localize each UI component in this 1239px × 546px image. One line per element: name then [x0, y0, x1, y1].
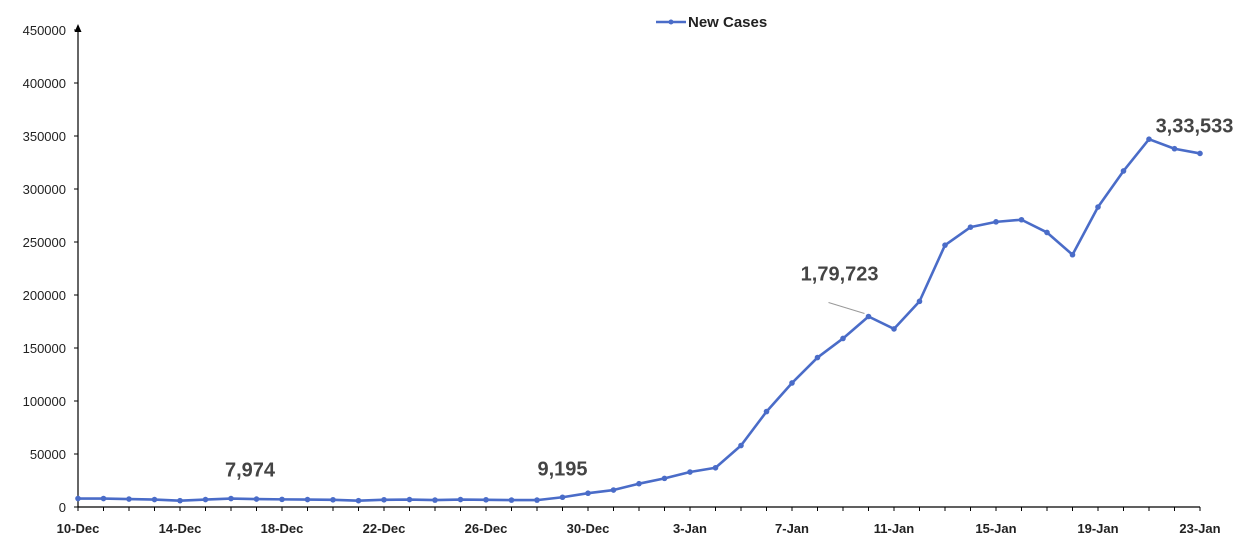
data-point [1044, 229, 1050, 236]
data-point [967, 224, 974, 230]
data-point [661, 475, 668, 482]
y-tick-label: 150000 [23, 341, 66, 356]
y-tick-label: 200000 [23, 288, 66, 303]
data-point [763, 408, 770, 415]
x-tick-label: 11-Jan [874, 521, 915, 536]
annotations: 7,974 9,195 1,79,723 3,33,533 [225, 116, 1233, 482]
legend-label: New Cases [688, 14, 767, 31]
data-point [1171, 145, 1178, 152]
data-label-annotation: 7,974 [225, 460, 276, 482]
data-point [559, 494, 566, 501]
x-tick-label: 7-Jan [775, 521, 809, 536]
x-axis: 10-Dec 14-Dec 18-Dec 22-Dec 26-Dec 30-Dec 3-Ja… [57, 506, 1221, 536]
y-tick-label: 300000 [23, 182, 66, 197]
legend-marker [668, 19, 674, 25]
data-point [865, 313, 872, 320]
data-label-annotation: 1,79,723 [801, 263, 879, 285]
data-point [1146, 136, 1152, 142]
y-tick-label: 0 [59, 500, 66, 515]
data-point [202, 496, 209, 503]
x-tick-label: 10-Dec [57, 521, 100, 536]
data-point [279, 496, 285, 503]
data-point [636, 480, 642, 487]
data-point [1018, 216, 1025, 223]
data-point [738, 442, 744, 449]
x-tick-label: 15-Jan [975, 521, 1016, 536]
y-axis: 0 50000 100000 150000 200000 250000 300000 3500… [23, 23, 82, 515]
series-line-new-cases [78, 137, 1201, 502]
data-point [75, 495, 81, 502]
data-point [712, 464, 719, 471]
x-tick-label: 18-Dec [261, 521, 304, 536]
data-point [687, 469, 693, 475]
series-layer [75, 136, 1203, 504]
data-label-annotation: 9,195 [537, 458, 587, 480]
data-point [993, 219, 999, 225]
legend: New Cases [656, 14, 767, 31]
x-tick-label: 3-Jan [673, 521, 707, 536]
y-tick-label: 350000 [23, 129, 66, 144]
data-point [508, 497, 515, 503]
data-point [534, 497, 540, 503]
data-point [1197, 150, 1203, 157]
data-point [1120, 168, 1127, 174]
data-point [483, 496, 489, 503]
data-point [840, 335, 846, 342]
x-tick-label: 22-Dec [363, 521, 406, 536]
y-tick-label: 400000 [23, 76, 66, 91]
data-point [177, 497, 183, 504]
data-point [151, 496, 158, 503]
x-tick-label: 14-Dec [159, 521, 202, 536]
data-point [1069, 251, 1076, 258]
data-point [355, 497, 362, 504]
x-tick-label: 19-Jan [1077, 521, 1118, 536]
y-tick-label: 250000 [23, 235, 66, 250]
data-point [381, 496, 387, 503]
y-tick-label: 100000 [23, 394, 66, 409]
data-point [942, 242, 948, 248]
data-point [789, 380, 795, 386]
data-point [406, 496, 413, 503]
data-point [432, 497, 438, 503]
data-point [585, 490, 591, 497]
data-point [253, 496, 260, 502]
data-point [610, 487, 617, 493]
data-point [100, 495, 107, 502]
data-point [916, 298, 923, 305]
data-point [457, 496, 464, 503]
data-label-annotation: 3,33,533 [1156, 116, 1234, 138]
x-tick-label: 30-Dec [567, 521, 610, 536]
data-point [891, 326, 897, 332]
data-point [814, 354, 821, 361]
x-tick-label: 23-Jan [1179, 521, 1220, 536]
y-tick-label: 50000 [30, 447, 66, 462]
data-point [330, 496, 336, 503]
x-tick-label: 26-Dec [465, 521, 508, 536]
data-point [126, 496, 132, 502]
data-point [304, 496, 311, 503]
y-axis-arrow [74, 24, 82, 32]
annotation-leader-line [828, 302, 865, 314]
y-tick-label: 450000 [23, 23, 66, 38]
data-point [228, 495, 234, 502]
data-point [1095, 204, 1101, 210]
